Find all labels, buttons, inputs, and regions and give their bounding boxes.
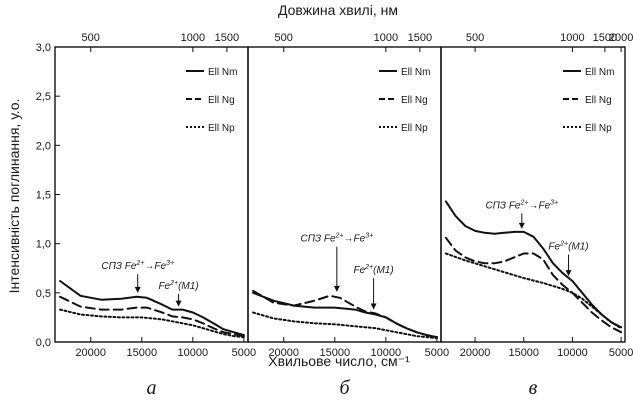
x-tick-label: 10000 <box>178 347 209 359</box>
top-tick-label: 500 <box>275 32 293 44</box>
series-line-dotted <box>252 311 438 340</box>
panel-2: 20000 15000 10000 5000 500 1000 1500 Ell Nm Ell … <box>247 32 449 399</box>
annotation-arrowhead <box>333 285 340 292</box>
x-tick-label: 10000 <box>371 347 402 359</box>
top-tick-label: 1500 <box>593 32 617 44</box>
annotation-text-part: 3+ <box>550 199 558 206</box>
annotation-label: Fe2+(M1) <box>353 264 393 276</box>
y-tick-label: 1,5 <box>36 190 51 202</box>
series-line-solid <box>59 280 245 337</box>
annotation-label: СПЗ Fe2+→Fe3+ <box>485 199 558 211</box>
annotation-arrowhead <box>134 286 141 293</box>
annotation-arrowhead <box>175 300 182 307</box>
annotation-text-part: →Fe <box>528 200 550 211</box>
annotation-text-part: 2+ <box>364 264 373 271</box>
annotation-arrowhead <box>565 270 572 277</box>
y-tick-label: 1,0 <box>36 239 51 251</box>
panel-1: 20000 15000 10000 5000 500 1000 1500 Ell Nm Ell … <box>54 32 256 399</box>
x-tick-label: 20000 <box>268 347 299 359</box>
top-tick-label: 2000 <box>609 32 633 44</box>
top-tick-label: 1000 <box>560 32 584 44</box>
panel-letter: а <box>147 377 157 399</box>
series-line-dotted <box>444 252 623 330</box>
series-line-dashed <box>252 289 438 339</box>
annotation-text-part: 3+ <box>365 233 373 240</box>
annotation-text-part: 2+ <box>335 233 344 240</box>
panel-frame <box>247 46 442 343</box>
series-line-solid <box>444 200 623 329</box>
annotation-text-part: 2+ <box>135 260 144 267</box>
x-tick-label: 10000 <box>557 347 588 359</box>
panel-letter: б <box>339 377 350 399</box>
top-tick-label: 1500 <box>408 32 432 44</box>
annotation-text-part: Fe <box>548 242 560 253</box>
annotation-text-part: Fe <box>158 281 170 292</box>
annotation-text-part: СПЗ Fe <box>101 261 136 272</box>
top-tick-label: 500 <box>466 32 484 44</box>
y-tick-label: 0,5 <box>36 288 51 300</box>
panel-frame <box>54 46 249 343</box>
annotation-text-part: 3+ <box>166 260 174 267</box>
y-tick-label: 2,5 <box>36 91 51 103</box>
annotation-text-part: 2+ <box>559 241 568 248</box>
panel-letter: в <box>529 377 538 399</box>
y-tick-label: 0,0 <box>36 337 51 349</box>
annotation-text-part: 2+ <box>169 280 178 287</box>
annotation-text-part: СПЗ Fe <box>485 200 520 211</box>
series-line-dashed <box>444 236 623 334</box>
legend-label: Ell Np <box>208 123 235 134</box>
x-tick-label: 15000 <box>127 347 158 359</box>
annotation-label: Fe2+(M1) <box>548 241 588 253</box>
legend-label: Ell Nm <box>585 67 614 78</box>
x-tick-label: 15000 <box>320 347 351 359</box>
legend-label: Ell Nm <box>208 67 237 78</box>
annotation-text-part: (M1) <box>373 265 394 276</box>
y-axis-title: Інтенсивність поглинання, у.о. <box>6 99 22 294</box>
legend-label: Ell Np <box>401 123 428 134</box>
annotation-text-part: (M1) <box>568 242 589 253</box>
annotation-text-part: (M1) <box>178 281 199 292</box>
annotation-label: СПЗ Fe2+→Fe3+ <box>300 233 373 245</box>
y-tick-label: 2,0 <box>36 140 51 152</box>
x-tick-label: 15000 <box>508 347 539 359</box>
annotation-text-part: 2+ <box>520 199 529 206</box>
chart-panels: 0,0 0,5 1,0 1,5 2,0 2,5 3,0 20000 15000 10000 5000… <box>36 32 633 399</box>
legend-label: Ell Nm <box>401 67 430 78</box>
legend-label: Ell Ng <box>401 95 428 106</box>
series-line-dotted <box>59 308 245 339</box>
annotation-label: СПЗ Fe2+→Fe3+ <box>101 260 174 272</box>
x-tick-label: 20000 <box>460 347 491 359</box>
annotation-text-part: Fe <box>353 265 365 276</box>
top-tick-label: 500 <box>82 32 100 44</box>
annotation-text-part: →Fe <box>344 234 366 245</box>
annotation-text-part: СПЗ Fe <box>300 234 335 245</box>
annotation-arrowhead <box>370 303 377 310</box>
legend-label: Ell Np <box>585 123 612 134</box>
legend-label: Ell Ng <box>208 95 235 106</box>
bottom-axis-title: Хвильове число, см⁻¹ <box>268 353 410 369</box>
annotation-arrowhead <box>518 222 525 229</box>
x-tick-label: 5000 <box>232 347 256 359</box>
top-tick-label: 1000 <box>181 32 205 44</box>
x-tick-label: 5000 <box>609 347 633 359</box>
panel-frame <box>440 46 626 343</box>
legend-label: Ell Ng <box>585 95 612 106</box>
top-axis-title: Довжина хвилі, нм <box>278 2 398 18</box>
annotation-label: Fe2+(M1) <box>158 280 198 292</box>
annotation-text-part: →Fe <box>144 261 166 272</box>
top-tick-label: 1000 <box>374 32 398 44</box>
series-line-dashed <box>59 295 245 338</box>
x-tick-label: 5000 <box>425 347 449 359</box>
top-tick-label: 1500 <box>215 32 239 44</box>
y-tick-label: 3,0 <box>36 42 51 54</box>
x-tick-label: 20000 <box>75 347 106 359</box>
